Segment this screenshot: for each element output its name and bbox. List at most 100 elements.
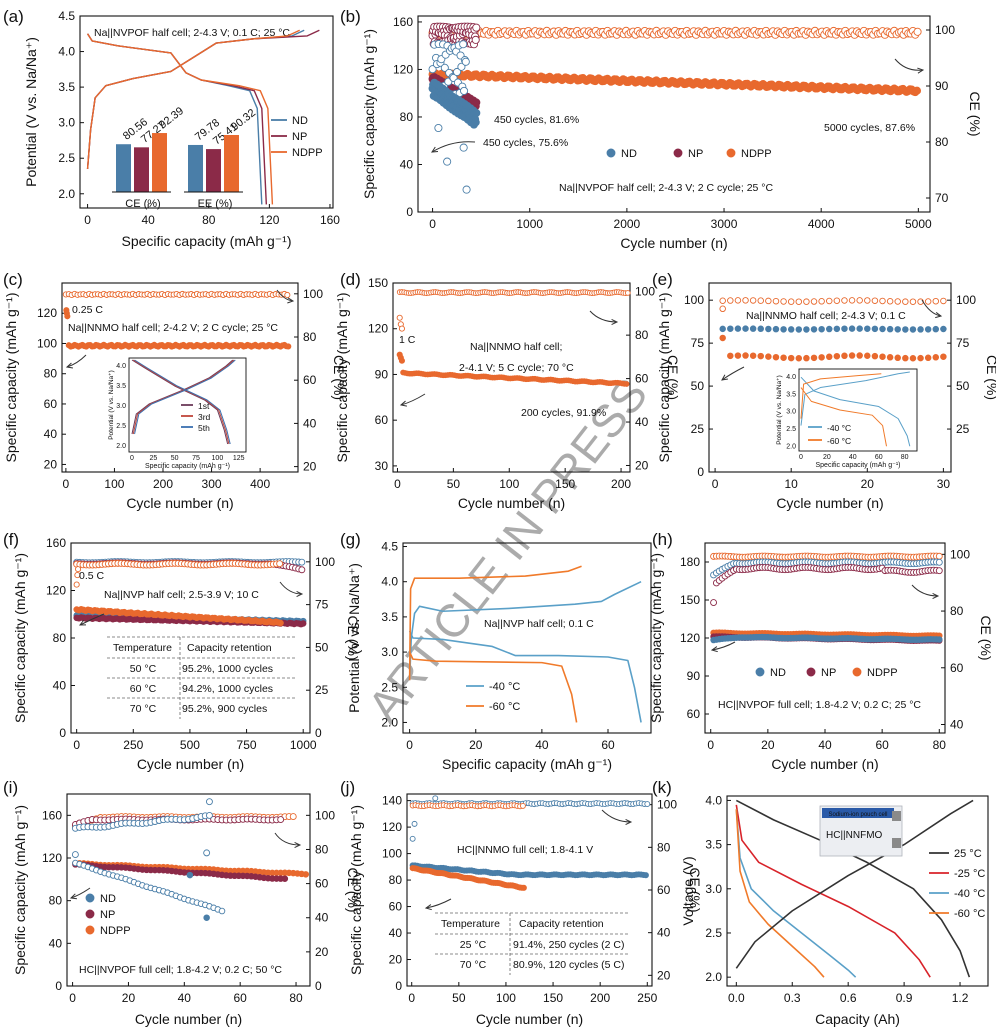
table-cell: 70 °C [460, 959, 487, 971]
table-header: Capacity retention [519, 918, 604, 930]
y-axis-label: Specific capacity (mAh g⁻¹) [348, 805, 364, 975]
CE-outlier [432, 795, 439, 802]
y2-tick-label: 100 [956, 293, 976, 307]
y-tick-label: 90 [687, 669, 701, 683]
panel-d: 0 50 100 150 200 30 60 90 120 150 20 40 60 80 100 CE (%… [334, 276, 681, 511]
annotation-NDPP: 5000 cycles, 87.6% [824, 122, 915, 134]
y-tick-label: 80 [44, 367, 58, 381]
CE-point [909, 298, 917, 305]
CE-point [886, 298, 894, 305]
capacity-60C-point [825, 353, 833, 361]
y-tick-label: 160 [42, 808, 62, 822]
y-tick-label: 150 [680, 593, 700, 607]
CE-point [757, 297, 764, 304]
x-tick-label: 60 [601, 738, 615, 752]
panel-label-g: (g) [340, 530, 361, 549]
plot-frame [79, 15, 334, 209]
NP-CE-point [935, 567, 943, 575]
y-axis-label: Specific capacity (mAh g⁻¹) [648, 553, 664, 723]
ND-CE-point [460, 86, 469, 95]
annotation-arrow [601, 809, 632, 823]
pouch-cell-name: HC||NNFMO [826, 830, 883, 841]
inset-40C-discharge [800, 376, 911, 447]
capacity-40C-point [742, 325, 749, 332]
y2-axis-label: CE (%) [978, 615, 994, 660]
legend-label: NDPP [292, 147, 323, 159]
NDPP-CE-point [935, 552, 943, 560]
table-cell: 60 °C [130, 683, 157, 695]
legend-label: -40 °C [489, 681, 520, 693]
y-tick-label: 3.5 [58, 80, 75, 94]
y-tick-label: 120 [46, 584, 66, 598]
panel-label-d: (d) [340, 270, 361, 289]
x-tick-label: 20 [122, 991, 136, 1005]
y-tick-label: 4.0 [381, 575, 398, 589]
discharge--40 °C [735, 809, 857, 978]
NDPP-CE-point [289, 813, 297, 821]
annotation-arrow [711, 641, 736, 651]
arrow-head [294, 841, 302, 849]
arrow-head [287, 297, 295, 304]
x-axis-label: Cycle number (n) [776, 495, 883, 511]
y-tick-label: 3.0 [58, 116, 75, 130]
x-tick-label: 0 [429, 217, 436, 231]
x-tick-label: 80 [933, 738, 947, 752]
y2-tick-label: 50 [315, 640, 329, 654]
ND-CE-outlier [434, 123, 443, 133]
60C-capacity-point [299, 620, 307, 627]
pouch-tab-icon [892, 838, 901, 848]
x-axis-label: Capacity (Ah) [815, 1011, 900, 1027]
y-tick-label: 60 [44, 397, 58, 411]
x-tick-label: 0.9 [896, 991, 913, 1005]
y-tick-label: 60 [687, 707, 701, 721]
arrow-head [721, 374, 729, 381]
annotation-arrow [279, 581, 303, 595]
x-tick-label: 200 [153, 477, 173, 491]
y-tick-label: 120 [382, 820, 402, 834]
x-tick-label: 5000 [905, 217, 932, 231]
x-tick-label: 0 [408, 991, 415, 1005]
y2-axis-label: CE (%) [967, 91, 983, 136]
discharge-40C [408, 630, 642, 723]
capacity-40C-point [825, 325, 833, 333]
charge-25C [735, 799, 974, 969]
ND-CE-point [428, 65, 437, 74]
y-tick-label: 20 [44, 457, 58, 471]
y-tick-label: 4.0 [58, 45, 75, 59]
initial-CE-point [719, 305, 726, 313]
y-tick-label: 3.5 [381, 610, 398, 624]
x-axis-label: Cycle number (n) [137, 756, 244, 772]
ND-capacity-point [936, 636, 943, 643]
annotation-cell: HC||NNMO full cell; 1.8-4.1 V [457, 844, 593, 856]
CE-point [924, 298, 932, 305]
y-tick-label: 40 [53, 679, 67, 693]
inset-y-tick-label: 3.5 [786, 391, 796, 398]
CE-point [856, 297, 863, 304]
panel-a: 0 40 80 120 160 2.0 2.5 3.0 3.5 4.0 4.5 Specific ca… [23, 9, 340, 249]
y2-tick-label: 100 [315, 808, 335, 822]
CE-point [818, 298, 825, 305]
legend-marker [606, 148, 616, 158]
capacity-60C-point [879, 353, 886, 360]
legend-label: ND [621, 148, 637, 160]
y-tick-label: 30 [375, 459, 389, 473]
table-cell: 91.4%, 250 cycles (2 C) [513, 939, 624, 951]
y2-axis-label: CE (%) [345, 615, 361, 660]
arrow-head [399, 400, 407, 407]
ND-CE-point [459, 40, 468, 49]
plot-frame [726, 795, 989, 987]
table-cell: 50 °C [130, 663, 157, 675]
watermark: ARTICLE IN PRESS [357, 368, 657, 732]
capacity-point [623, 381, 630, 387]
NDPP-capacity-point [912, 86, 922, 95]
CE-point [833, 297, 841, 304]
CE-point [765, 297, 772, 305]
legend-label: -40 °C [954, 888, 985, 900]
capacity-40C-point [772, 325, 780, 333]
x-tick-label: 0.3 [784, 991, 801, 1005]
annotation-cell: Na||NNMO half cell; [470, 341, 562, 353]
y-tick-label: 100 [382, 847, 402, 861]
x-tick-label: 0 [712, 477, 719, 491]
x-tick-label: 30 [937, 477, 951, 491]
